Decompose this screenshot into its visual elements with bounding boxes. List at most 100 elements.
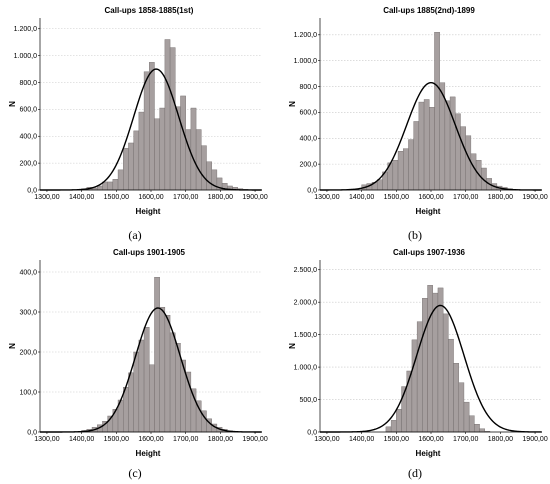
normal-curve (320, 81, 542, 191)
x-tick-label: 1400,00 (349, 194, 374, 201)
x-tick-label: 1600,00 (418, 194, 443, 201)
chart-panel-b: Call-ups 1885(2nd)-1899 N Height 0,0 200,… (280, 0, 550, 242)
histogram-bar (418, 101, 425, 191)
histogram-bar (411, 339, 418, 433)
chart-panel-a: Call-ups 1858-1885(1st) N Height 0,0 200,… (0, 0, 270, 242)
histogram-bar (138, 339, 145, 433)
histogram-bar (201, 145, 207, 191)
histogram-bar (432, 292, 439, 433)
x-tick-label: 1500,00 (104, 194, 129, 201)
x-tick-label: 1600,00 (138, 194, 163, 201)
histogram-bar (377, 179, 383, 191)
panel-caption: (b) (408, 228, 422, 242)
histogram-bar (169, 332, 176, 433)
histogram-bar (448, 338, 454, 433)
panel-caption: (d) (408, 466, 422, 480)
y-tick-label: 200,0 (19, 349, 37, 356)
histogram-bar (133, 351, 140, 433)
y-tick-label: 300,0 (19, 309, 37, 316)
histogram-bar (468, 415, 475, 433)
x-tick-label: 1500,00 (104, 436, 129, 443)
y-tick-label: 1.200,0 (294, 32, 317, 39)
x-tick-label: 1300,00 (314, 436, 339, 443)
histogram-b: Call-ups 1885(2nd)-1899 N Height 0,0 200,… (288, 6, 548, 216)
histogram-bar (138, 111, 145, 191)
y-tick-label: 2.500,0 (294, 267, 317, 274)
histogram-bar (442, 313, 449, 433)
y-tick-label: 800,0 (19, 80, 37, 87)
y-axis-label: N (8, 101, 17, 107)
x-tick-label: 1800,00 (488, 436, 513, 443)
histogram-bar (434, 32, 440, 191)
y-tick-label: 200,0 (19, 160, 37, 167)
histogram-bar (185, 129, 192, 191)
x-tick-label: 1500,00 (384, 436, 409, 443)
x-tick-label: 1600,00 (138, 436, 163, 443)
histogram-bar (133, 130, 140, 191)
plot-area: 0,0 500,0 1.000,0 1.500,0 2.000,0 2.500,0 1300… (294, 260, 548, 443)
x-tick-label: 1900,00 (242, 436, 267, 443)
y-tick-label: 800,0 (299, 84, 317, 91)
histogram-bar (423, 99, 430, 191)
histogram-bar (465, 135, 472, 191)
histogram-bar (397, 151, 404, 191)
histogram-bar (422, 298, 428, 433)
x-tick-label: 1900,00 (522, 194, 547, 201)
histogram-bar (128, 142, 134, 191)
x-tick-label: 1800,00 (488, 194, 513, 201)
y-tick-label: 0,0 (27, 187, 37, 194)
histogram-bar (474, 424, 480, 433)
x-tick-label: 1400,00 (69, 194, 94, 201)
x-axis-label: Height (136, 449, 161, 458)
histogram-bar (437, 287, 444, 433)
plot-area: 0,0 100,0 200,0 300,0 400,0 1300,00 1400,00 150… (19, 260, 268, 443)
y-tick-label: 400,0 (19, 134, 37, 141)
x-tick-label: 1600,00 (418, 436, 443, 443)
histogram-bar (107, 181, 114, 191)
histogram-bar (408, 139, 414, 191)
histogram-bar (429, 107, 435, 191)
x-axis-label: Height (416, 207, 441, 216)
y-tick-label: 0,0 (27, 429, 37, 436)
chart-title: Call-ups 1907-1936 (393, 248, 466, 257)
y-tick-label: 1.000,0 (14, 53, 37, 60)
histogram-bar (164, 39, 171, 191)
histogram-bar (444, 100, 451, 191)
histogram-bar (123, 148, 129, 191)
histogram-bar (143, 71, 150, 191)
y-tick-label: 100,0 (19, 389, 37, 396)
chart-title: Call-ups 1858-1885(1st) (105, 6, 194, 15)
histogram-bar (390, 420, 397, 433)
chart-title: Call-ups 1901-1905 (113, 248, 186, 257)
y-tick-label: 1.000,0 (294, 58, 317, 65)
histogram-bar (164, 314, 171, 433)
histogram-bar (149, 62, 155, 191)
histogram-bar (206, 161, 212, 191)
histogram-bar (396, 409, 402, 433)
y-tick-label: 400,0 (19, 269, 37, 276)
y-tick-label: 1.500,0 (294, 332, 317, 339)
histogram-c: Call-ups 1901-1905 N Height 0,0 100,0 200,… (8, 248, 268, 458)
histogram-bar (180, 95, 186, 191)
histogram-bar (169, 47, 176, 191)
panel-caption: (a) (128, 228, 142, 242)
histogram-bar (453, 362, 459, 433)
histogram-bar (154, 277, 160, 433)
histogram-bar (143, 326, 150, 433)
x-tick-label: 1800,00 (208, 436, 233, 443)
y-axis-label: N (8, 343, 17, 349)
histogram-bar (460, 126, 466, 191)
panel-caption: (c) (128, 466, 142, 480)
y-tick-label: 400,0 (299, 136, 317, 143)
x-tick-label: 1700,00 (173, 194, 198, 201)
x-axis-label: Height (416, 449, 441, 458)
x-tick-label: 1700,00 (453, 194, 478, 201)
x-tick-label: 1900,00 (522, 436, 547, 443)
histogram-a: Call-ups 1858-1885(1st) N Height 0,0 200,… (8, 6, 268, 216)
histogram-bar (413, 121, 420, 191)
x-tick-label: 1300,00 (314, 194, 339, 201)
histogram-bar (128, 372, 134, 433)
histogram-bar (427, 285, 433, 433)
histogram-d: Call-ups 1907-1936 N Height 0,0 500,0 1.00… (288, 248, 548, 458)
x-tick-label: 1800,00 (208, 194, 233, 201)
